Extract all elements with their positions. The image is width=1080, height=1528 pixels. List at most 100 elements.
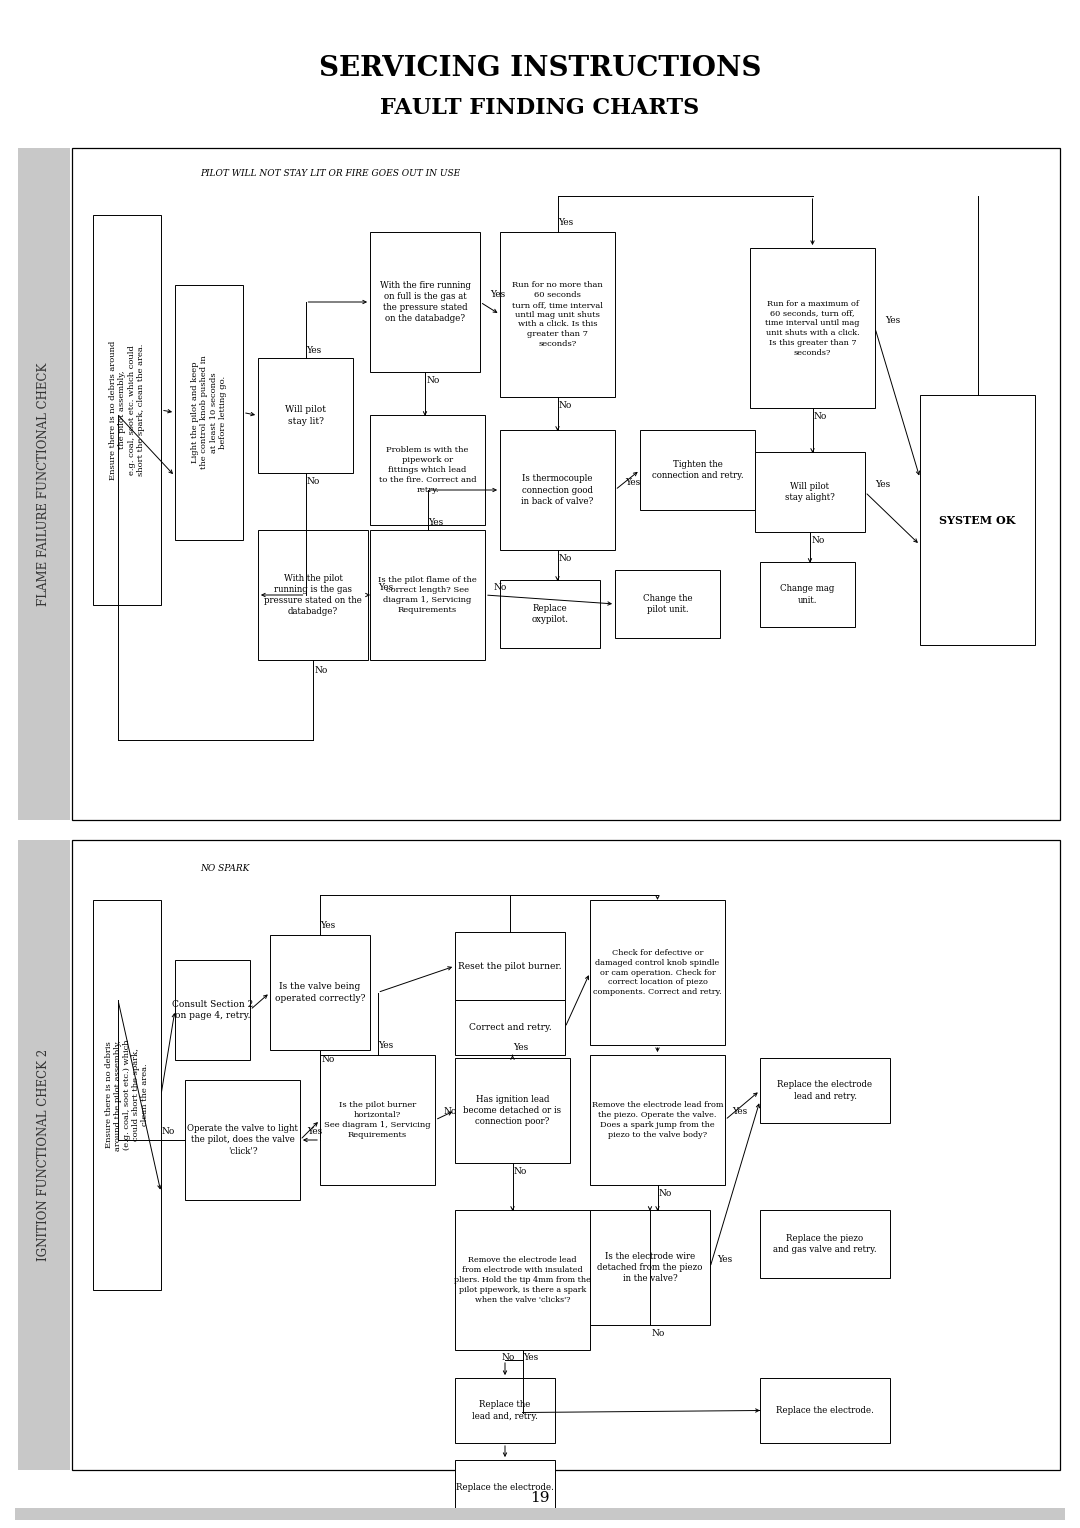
Text: Yes: Yes — [378, 582, 393, 591]
Text: Yes: Yes — [321, 920, 336, 929]
Text: Will pilot
stay lit?: Will pilot stay lit? — [285, 405, 326, 426]
Text: Yes: Yes — [378, 1041, 393, 1050]
Text: No: No — [427, 376, 440, 385]
Text: Replace the piezo
and gas valve and retry.: Replace the piezo and gas valve and retr… — [773, 1235, 877, 1254]
Text: Yes: Yes — [732, 1108, 747, 1117]
Text: Yes: Yes — [513, 1044, 528, 1053]
Bar — [590, 1210, 710, 1325]
Text: No: No — [659, 1189, 672, 1198]
Text: No: No — [494, 582, 507, 591]
Bar — [370, 232, 480, 371]
Text: Yes: Yes — [306, 345, 321, 354]
Bar — [93, 215, 161, 605]
Text: PILOT WILL NOT STAY LIT OR FIRE GOES OUT IN USE: PILOT WILL NOT STAY LIT OR FIRE GOES OUT… — [200, 168, 460, 177]
Bar — [175, 286, 243, 539]
Bar — [590, 1054, 725, 1186]
Text: Correct and retry.: Correct and retry. — [469, 1024, 552, 1031]
Text: Is the electrode wire
detached from the piezo
in the valve?: Is the electrode wire detached from the … — [597, 1251, 703, 1284]
Bar — [640, 429, 755, 510]
Text: SYSTEM OK: SYSTEM OK — [940, 515, 1015, 526]
Bar — [760, 1210, 890, 1277]
Text: No: No — [314, 666, 327, 674]
Text: Is the valve being
operated correctly?: Is the valve being operated correctly? — [274, 983, 365, 1002]
Bar — [455, 1459, 555, 1514]
Text: 19: 19 — [530, 1491, 550, 1505]
Text: Yes: Yes — [717, 1254, 732, 1264]
Text: Ensure there is no debris around
the pilot assembly,
e.g. coal, soot etc. which : Ensure there is no debris around the pil… — [109, 341, 145, 480]
Bar — [755, 452, 865, 532]
Text: Is the pilot burner
horizontal?
See diagram 1, Servicing
Requirements: Is the pilot burner horizontal? See diag… — [324, 1102, 431, 1138]
Text: Replace the
lead and, retry.: Replace the lead and, retry. — [472, 1401, 538, 1421]
Text: Replace the electrode.: Replace the electrode. — [456, 1484, 554, 1491]
Bar — [455, 1057, 570, 1163]
Bar — [500, 232, 615, 397]
Text: No: No — [558, 553, 572, 562]
Text: Problem is with the
pipework or
fittings which lead
to the fire. Correct and
ret: Problem is with the pipework or fittings… — [379, 446, 476, 494]
Text: No: No — [811, 535, 825, 544]
Text: With the pilot
running is the gas
pressure stated on the
databadge?: With the pilot running is the gas pressu… — [265, 575, 362, 616]
Text: No: No — [814, 411, 827, 420]
Text: SERVICING INSTRUCTIONS: SERVICING INSTRUCTIONS — [319, 55, 761, 81]
Text: No: No — [322, 1056, 335, 1065]
Text: Reset the pilot burner.: Reset the pilot burner. — [458, 961, 562, 970]
Bar — [258, 358, 353, 474]
Bar — [760, 1378, 890, 1442]
Text: With the fire running
on full is the gas at
the pressure stated
on the databadge: With the fire running on full is the gas… — [379, 281, 471, 322]
Text: Change mag
unit.: Change mag unit. — [781, 584, 835, 605]
Text: No: No — [307, 477, 320, 486]
Bar — [455, 1378, 555, 1442]
Text: Yes: Yes — [876, 480, 891, 489]
Text: Consult Section 2
on page 4, retry.: Consult Section 2 on page 4, retry. — [172, 999, 253, 1021]
Bar — [500, 429, 615, 550]
Text: Has ignition lead
become detached or is
connection poor?: Has ignition lead become detached or is … — [463, 1096, 562, 1126]
Text: Yes: Yes — [886, 315, 901, 324]
Text: Check for defective or
damaged control knob spindle
or cam operation. Check for
: Check for defective or damaged control k… — [593, 949, 721, 996]
Text: Is the pilot flame of the
correct length? See
diagram 1, Servicing
Requirements: Is the pilot flame of the correct length… — [378, 576, 477, 614]
Bar — [760, 562, 855, 626]
Text: FAULT FINDING CHARTS: FAULT FINDING CHARTS — [380, 96, 700, 119]
Bar — [185, 1080, 300, 1199]
Bar — [15, 1508, 1065, 1520]
Text: Yes: Yes — [428, 518, 443, 527]
Text: No: No — [162, 1128, 175, 1137]
Text: Run for a maximum of
60 seconds, turn off,
time interval until mag
unit shuts wi: Run for a maximum of 60 seconds, turn of… — [766, 299, 860, 356]
Text: Replace the electrode.: Replace the electrode. — [777, 1406, 874, 1415]
Text: Replace
oxypilot.: Replace oxypilot. — [531, 604, 568, 623]
Bar — [258, 530, 368, 660]
Text: NO SPARK: NO SPARK — [200, 863, 249, 872]
Bar — [455, 932, 565, 999]
Text: No: No — [514, 1166, 527, 1175]
Bar — [93, 900, 161, 1290]
Bar — [750, 248, 875, 408]
Text: Yes: Yes — [523, 1354, 538, 1363]
Bar — [370, 530, 485, 660]
Text: No: No — [443, 1108, 457, 1117]
Bar — [500, 581, 600, 648]
Text: Tighten the
connection and retry.: Tighten the connection and retry. — [651, 460, 743, 480]
Text: Yes: Yes — [308, 1128, 323, 1137]
Bar — [270, 935, 370, 1050]
Bar — [455, 999, 565, 1054]
Text: No: No — [558, 400, 572, 410]
Text: IGNITION FUNCTIONAL CHECK 2: IGNITION FUNCTIONAL CHECK 2 — [38, 1048, 51, 1261]
Bar — [72, 148, 1059, 821]
Text: Remove the electrode lead from
the piezo. Operate the valve.
Does a spark jump f: Remove the electrode lead from the piezo… — [592, 1102, 724, 1138]
Text: Light the pilot and keep
the control knob pushed in
at least 10 seconds
before l: Light the pilot and keep the control kno… — [191, 356, 227, 469]
Bar — [760, 1057, 890, 1123]
Text: Run for no more than
60 seconds
turn off, time interval
until mag unit shuts
wit: Run for no more than 60 seconds turn off… — [512, 281, 603, 348]
Text: FLAME FAILURE FUNCTIONAL CHECK: FLAME FAILURE FUNCTIONAL CHECK — [38, 362, 51, 605]
Bar — [175, 960, 249, 1060]
Text: Ensure there is no debris
around the pilot assembly,
(e.g. coal, soot etc.) whic: Ensure there is no debris around the pil… — [105, 1039, 149, 1151]
Bar — [320, 1054, 435, 1186]
Text: No: No — [501, 1354, 514, 1363]
Text: Is thermocouple
connection good
in back of valve?: Is thermocouple connection good in back … — [522, 474, 594, 506]
Text: Change the
pilot unit.: Change the pilot unit. — [643, 594, 692, 614]
Text: Will pilot
stay alight?: Will pilot stay alight? — [785, 481, 835, 503]
Text: Yes: Yes — [625, 478, 640, 486]
Text: Remove the electrode lead
from electrode with insulated
pliers. Hold the tip 4mm: Remove the electrode lead from electrode… — [454, 1256, 591, 1303]
Bar — [18, 840, 70, 1470]
Bar — [615, 570, 720, 639]
Bar — [370, 416, 485, 526]
Text: Replace the electrode
lead and retry.: Replace the electrode lead and retry. — [778, 1080, 873, 1100]
Text: Operate the valve to light
the pilot, does the valve
'click'?: Operate the valve to light the pilot, do… — [187, 1125, 298, 1155]
